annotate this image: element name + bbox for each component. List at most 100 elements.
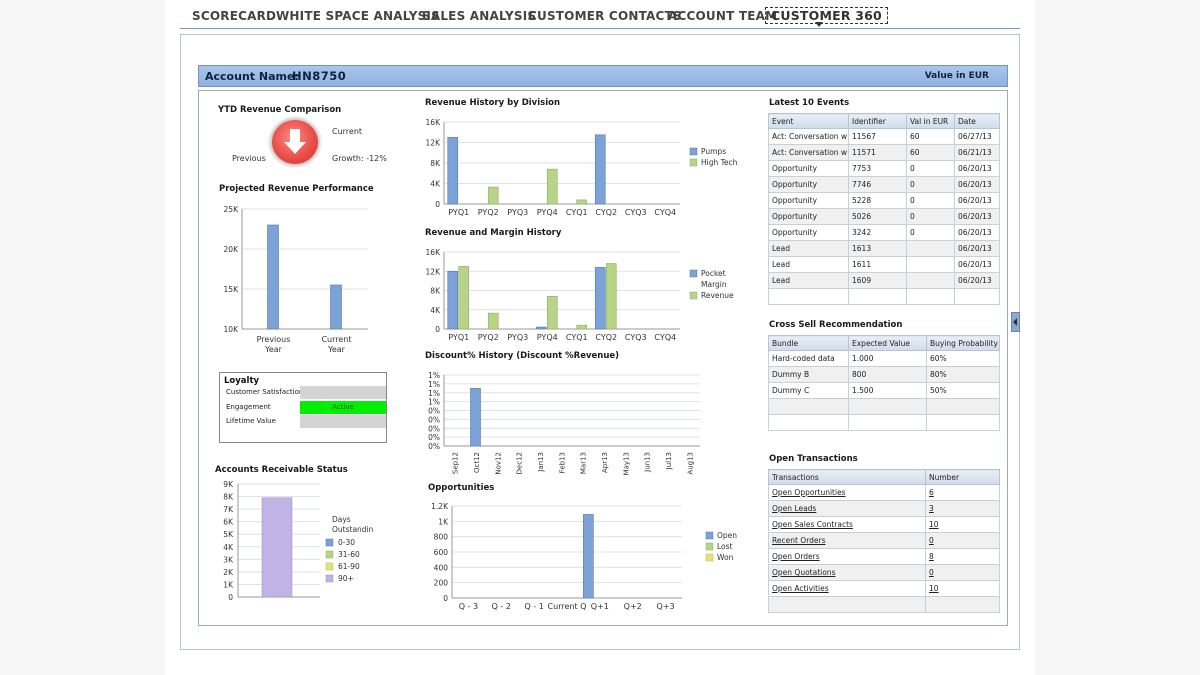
events-row[interactable]: Lead 1613 06/20/13 [768,240,1000,257]
ytd-title: YTD Revenue Comparison [218,105,342,115]
open-tx-link[interactable]: 8 [929,552,934,561]
open-tx-row[interactable]: Open Quotations 0 [768,564,1000,581]
open-tx-link[interactable]: Recent Orders [772,536,826,545]
projected-xtick-label: Current [321,335,351,344]
cross-sell-row[interactable]: Dummy B 800 80% [768,366,1000,383]
projected-xtick-label: Year [327,345,346,354]
division-xtick-label: CYQ3 [625,208,647,217]
cross-sell-cell: 1.500 [848,382,927,399]
discount-xtick-label: May13 [622,452,630,475]
open-tx-row[interactable]: Open Opportunities 6 [768,484,1000,501]
open-tx-link[interactable]: 10 [929,520,939,529]
events-cell: 0 [906,208,955,225]
cross-sell-column-header[interactable]: Buying Probability [926,335,1000,351]
tab-scorecard[interactable]: SCORECARD [192,9,277,23]
events-cell: Opportunity [768,176,849,193]
cross-sell-row[interactable] [768,398,1000,415]
events-cell [954,288,1000,305]
events-cell: 1611 [848,256,907,273]
open-tx-link[interactable]: 0 [929,568,934,577]
open-tx-link[interactable]: Open Opportunities [772,488,846,497]
tab-sales-analysis[interactable]: SALES ANALYSIS [422,9,537,23]
open-tx-cell [925,596,1000,613]
open-tx-link[interactable]: 3 [929,504,934,513]
tab-account-team[interactable]: ACCOUNT TEAM [668,9,778,23]
ar-legend-label: 90+ [338,574,354,583]
open-tx-row[interactable]: Open Leads 3 [768,500,1000,517]
open-transactions-table: Transactions Number Open Opportunities 6 Ope… [768,469,1000,613]
events-cell: Opportunity [768,208,849,225]
events-title: Latest 10 Events [769,98,850,108]
events-row[interactable]: Lead 1609 06/20/13 [768,272,1000,289]
open-tx-column-header[interactable]: Number [925,469,1000,485]
events-cell: 06/21/13 [954,144,1000,161]
loyalty-row-value [300,415,386,428]
open-tx-link[interactable]: Open Leads [772,504,817,513]
events-row[interactable]: Opportunity 5228 0 06/20/13 [768,192,1000,209]
events-column-header[interactable]: Identifier [848,113,907,129]
opportunities-legend-swatch [705,553,714,562]
open-tx-row[interactable]: Recent Orders 0 [768,532,1000,549]
events-column-header[interactable]: Date [954,113,1000,129]
ar-ytick-label: 6K [223,518,234,527]
ar-legend-swatch [325,538,334,547]
events-cell: 5026 [848,208,907,225]
events-cell: 60 [906,128,955,145]
tab-white-space-analysis[interactable]: WHITE SPACE ANALYSIS [276,9,440,23]
events-cell: Lead [768,256,849,273]
open-tx-link[interactable]: Open Activities [772,584,829,593]
events-row[interactable] [768,288,1000,305]
ytd-indicator[interactable] [270,118,320,166]
cross-sell-column-header[interactable]: Expected Value [848,335,927,351]
open-tx-link[interactable]: 10 [929,584,939,593]
events-column-header[interactable]: Val in EUR [906,113,955,129]
events-row[interactable]: Act: Conversation w 11571 60 06/21/13 [768,144,1000,161]
rev-margin-bar [535,326,547,330]
events-cell: 1609 [848,272,907,289]
rev-margin-bar [546,295,558,330]
cross-sell-table: Bundle Expected Value Buying Probability Ha… [768,335,1000,431]
events-row[interactable]: Opportunity 3242 0 06/20/13 [768,224,1000,241]
discount-ytick-label: 1% [428,371,440,380]
cross-sell-column-header[interactable]: Bundle [768,335,849,351]
open-tx-cell: 6 [925,484,1000,501]
cross-sell-row[interactable]: Hard-coded data 1.000 60% [768,350,1000,367]
cross-sell-row[interactable] [768,414,1000,431]
events-row[interactable]: Opportunity 7746 0 06/20/13 [768,176,1000,193]
open-tx-column-header[interactable]: Transactions [768,469,926,485]
events-row[interactable]: Act: Conversation w 11567 60 06/27/13 [768,128,1000,145]
open-tx-link[interactable]: Open Orders [772,552,820,561]
rev-margin-title: Revenue and Margin History [425,228,562,238]
open-tx-cell: Open Sales Contracts [768,516,926,533]
open-tx-link[interactable]: 0 [929,536,934,545]
rev-division-title: Revenue History by Division [425,98,560,108]
opportunities-legend-swatch [705,542,714,551]
collapse-panel-handle[interactable] [1011,312,1020,332]
projected-ytick-label: 25K [224,205,240,214]
open-tx-row[interactable]: Open Sales Contracts 10 [768,516,1000,533]
events-table: Event Identifier Val in EUR Date Act: Conver… [768,113,1000,305]
open-tx-row[interactable] [768,596,1000,613]
events-cell: 7753 [848,160,907,177]
events-cell: 5228 [848,192,907,209]
loyalty-row-label: Customer Satisfaction [226,388,304,396]
rev-margin-ytick-label: 12K [426,267,442,276]
rev-margin-bar [605,263,617,330]
events-row[interactable]: Opportunity 5026 0 06/20/13 [768,208,1000,225]
open-tx-row[interactable]: Open Orders 8 [768,548,1000,565]
division-xtick-label: PYQ1 [448,208,469,217]
events-row[interactable]: Lead 1611 06/20/13 [768,256,1000,273]
tab-customer-360[interactable]: CUSTOMER 360 [765,7,888,24]
cross-sell-row[interactable]: Dummy C 1.500 50% [768,382,1000,399]
open-tx-link[interactable]: Open Quotations [772,568,836,577]
events-cell: Lead [768,272,849,289]
open-tx-link[interactable]: 6 [929,488,934,497]
ar-bar [261,497,293,598]
open-tx-row[interactable]: Open Activities 10 [768,580,1000,597]
division-bar [447,137,459,205]
events-row[interactable]: Opportunity 7753 0 06/20/13 [768,160,1000,177]
open-tx-link[interactable]: Open Sales Contracts [772,520,853,529]
tab-customer-contacts[interactable]: CUSTOMER CONTACTS [528,9,682,23]
page-margin-left [0,0,165,675]
events-column-header[interactable]: Event [768,113,849,129]
